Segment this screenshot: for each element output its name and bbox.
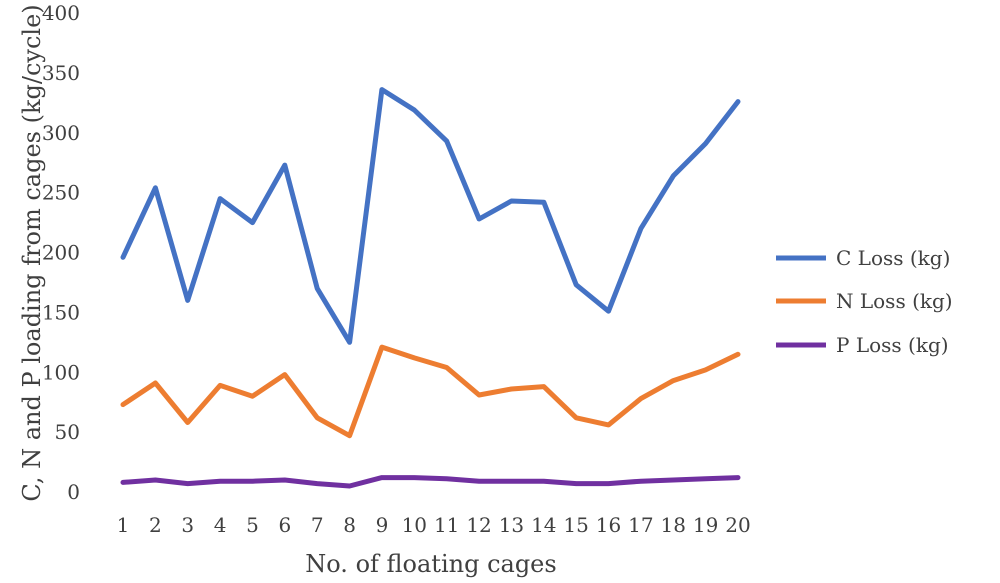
x-tick-label: 7 bbox=[311, 513, 324, 537]
x-tick-label: 15 bbox=[563, 513, 588, 537]
x-tick-label: 12 bbox=[466, 513, 491, 537]
y-tick-label: 300 bbox=[42, 121, 80, 145]
y-axis-ticks: 0 50 100 150 200 250 300 350 400 bbox=[42, 1, 80, 504]
x-tick-label: 9 bbox=[376, 513, 389, 537]
legend-label: P Loss (kg) bbox=[836, 333, 949, 357]
y-axis-title: C, N and P loading from cages (kg/cycle) bbox=[18, 4, 46, 501]
series-line-1 bbox=[120, 87, 741, 345]
x-tick-label: 3 bbox=[181, 513, 194, 537]
x-tick-label: 5 bbox=[246, 513, 259, 537]
x-tick-label: 8 bbox=[343, 513, 356, 537]
x-axis-ticks: 1 2 3 4 5 6 7 8 9 10 11 12 13 14 15 16 17 18 19 20 bbox=[117, 513, 751, 537]
y-tick-label: 150 bbox=[42, 300, 80, 324]
x-tick-label: 2 bbox=[149, 513, 162, 537]
y-tick-label: 250 bbox=[42, 181, 80, 205]
x-tick-label: 20 bbox=[725, 513, 750, 537]
x-tick-label: 10 bbox=[402, 513, 427, 537]
series-line-2 bbox=[120, 344, 741, 439]
series-lines bbox=[120, 87, 741, 489]
x-tick-label: 18 bbox=[661, 513, 686, 537]
legend-label: C Loss (kg) bbox=[836, 246, 950, 270]
y-tick-label: 350 bbox=[42, 61, 80, 85]
x-tick-label: 1 bbox=[117, 513, 130, 537]
legend: C Loss (kg) N Loss (kg) P Loss (kg) bbox=[776, 246, 953, 357]
x-tick-label: 13 bbox=[499, 513, 524, 537]
x-tick-label: 11 bbox=[434, 513, 459, 537]
y-tick-label: 400 bbox=[42, 1, 80, 25]
x-tick-label: 4 bbox=[214, 513, 227, 537]
x-tick-label: 14 bbox=[531, 513, 556, 537]
y-tick-label: 50 bbox=[55, 420, 80, 444]
y-tick-label: 200 bbox=[42, 241, 80, 265]
legend-label: N Loss (kg) bbox=[836, 289, 953, 313]
x-tick-label: 16 bbox=[596, 513, 621, 537]
y-tick-label: 0 bbox=[67, 480, 80, 504]
x-axis-title: No. of floating cages bbox=[305, 550, 556, 578]
y-tick-label: 100 bbox=[42, 360, 80, 384]
x-tick-label: 6 bbox=[278, 513, 291, 537]
x-tick-label: 17 bbox=[628, 513, 653, 537]
series-line-3 bbox=[120, 475, 741, 489]
x-tick-label: 19 bbox=[693, 513, 718, 537]
